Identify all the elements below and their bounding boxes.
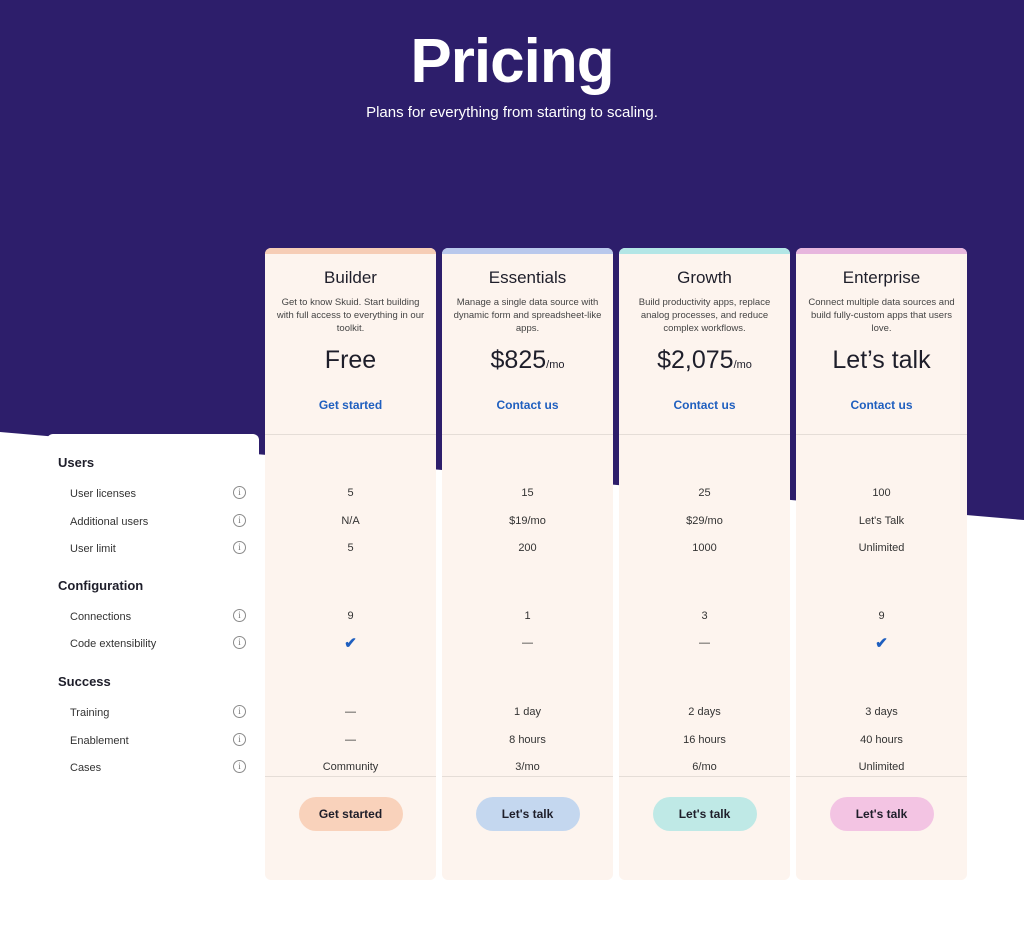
cta-link[interactable]: Contact us bbox=[673, 398, 736, 412]
row-label: Enablement bbox=[70, 735, 129, 747]
feature-value: $29/mo bbox=[686, 515, 723, 527]
plan-button[interactable]: Get started bbox=[298, 797, 403, 831]
feature-value: 15 bbox=[521, 487, 534, 499]
feature-value: 1 day bbox=[514, 706, 541, 718]
row-label: Training bbox=[70, 707, 110, 719]
card-divider bbox=[619, 776, 790, 777]
page-title: Pricing bbox=[410, 27, 614, 96]
feature-value: 3/mo bbox=[515, 761, 540, 773]
feature-value: — bbox=[345, 706, 356, 718]
feature-value: Community bbox=[322, 761, 379, 773]
card-divider bbox=[265, 434, 436, 435]
plan-button[interactable]: Let's talk bbox=[829, 797, 934, 831]
info-icon[interactable]: i bbox=[233, 733, 246, 746]
card-accent-strip bbox=[442, 248, 613, 254]
feature-value: — bbox=[522, 637, 533, 649]
cta-link[interactable]: Contact us bbox=[850, 398, 913, 412]
feature-value: 16 hours bbox=[683, 734, 726, 746]
plan-description: Connect multiple data sources and build … bbox=[808, 297, 955, 334]
price-unit: /mo bbox=[546, 359, 565, 371]
info-icon[interactable]: i bbox=[233, 705, 246, 718]
plan-name: Growth bbox=[677, 268, 732, 287]
card-divider bbox=[442, 434, 613, 435]
plan-description: Manage a single data source with dynamic… bbox=[453, 297, 602, 334]
plan-button[interactable]: Let's talk bbox=[652, 797, 757, 831]
section-title-configuration: Configuration bbox=[58, 578, 144, 593]
feature-value: 1 bbox=[524, 610, 531, 622]
feature-value: 8 hours bbox=[509, 734, 546, 746]
feature-value: $19/mo bbox=[509, 515, 546, 527]
feature-value: 9 bbox=[347, 610, 354, 622]
row-label: Connections bbox=[70, 611, 132, 623]
feature-value: 5 bbox=[347, 542, 354, 554]
feature-labels-panel: Users User licenses i Additional users i User… bbox=[47, 434, 259, 804]
row-label: Cases bbox=[70, 762, 102, 774]
info-icon[interactable]: i bbox=[233, 486, 246, 499]
feature-value: N/A bbox=[341, 515, 360, 527]
row-label: User limit bbox=[70, 543, 116, 555]
feature-value: 9 bbox=[878, 610, 885, 622]
plan-card-growth: Growth Build productivity apps, replace a… bbox=[619, 248, 790, 880]
card-divider bbox=[796, 776, 967, 777]
card-divider bbox=[265, 776, 436, 777]
feature-value: — bbox=[345, 734, 356, 746]
page-subtitle: Plans for everything from starting to sc… bbox=[366, 104, 658, 121]
plan-name: Enterprise bbox=[842, 268, 921, 287]
feature-value: 200 bbox=[518, 542, 537, 554]
info-icon[interactable]: i bbox=[233, 636, 246, 649]
feature-value: Let's Talk bbox=[858, 515, 905, 527]
info-icon[interactable]: i bbox=[233, 609, 246, 622]
card-accent-strip bbox=[796, 248, 967, 254]
feature-value: Unlimited bbox=[858, 761, 905, 773]
feature-value: 5 bbox=[347, 487, 354, 499]
card-divider bbox=[442, 776, 613, 777]
cta-link[interactable]: Contact us bbox=[496, 398, 559, 412]
plan-card-essentials: Essentials Manage a single data source wi… bbox=[442, 248, 613, 880]
feature-value: 1000 bbox=[692, 542, 717, 554]
row-label: Code extensibility bbox=[70, 638, 157, 650]
plan-button[interactable]: Let's talk bbox=[475, 797, 580, 831]
row-label: Additional users bbox=[70, 516, 149, 528]
feature-value: 3 bbox=[701, 610, 708, 622]
feature-value: Unlimited bbox=[858, 542, 905, 554]
feature-value: 100 bbox=[872, 487, 891, 499]
card-accent-strip bbox=[265, 248, 436, 254]
card-divider bbox=[619, 434, 790, 435]
checkmark-icon: ✔ bbox=[344, 635, 357, 652]
plan-description: Get to know Skuid. Start building with f… bbox=[276, 297, 425, 334]
info-icon[interactable]: i bbox=[233, 760, 246, 773]
feature-value: 6/mo bbox=[692, 761, 717, 773]
plan-card-builder: Builder Get to know Skuid. Start building… bbox=[265, 248, 436, 880]
checkmark-icon: ✔ bbox=[875, 635, 888, 652]
card-divider bbox=[796, 434, 967, 435]
section-title-users: Users bbox=[58, 455, 95, 470]
plan-description: Build productivity apps, replace analog … bbox=[638, 297, 771, 334]
plan-card-enterprise: Enterprise Connect multiple data sources … bbox=[796, 248, 967, 880]
feature-value: — bbox=[699, 637, 710, 649]
feature-value: 40 hours bbox=[860, 734, 903, 746]
section-title-success: Success bbox=[58, 674, 111, 689]
plan-price: $825/mo bbox=[442, 346, 613, 375]
plan-price: $2,075/mo bbox=[619, 346, 790, 375]
info-icon[interactable]: i bbox=[233, 541, 246, 554]
plan-price: Free bbox=[265, 346, 436, 375]
price-amount: Free bbox=[324, 346, 377, 374]
row-label: User licenses bbox=[70, 488, 137, 500]
plan-name: Builder bbox=[324, 268, 377, 287]
cta-link[interactable]: Get started bbox=[318, 398, 383, 412]
info-icon[interactable]: i bbox=[233, 514, 246, 527]
feature-value: 2 days bbox=[688, 706, 721, 718]
card-accent-strip bbox=[619, 248, 790, 254]
feature-value: 25 bbox=[698, 487, 711, 499]
feature-value: 3 days bbox=[865, 706, 898, 718]
price-unit: /mo bbox=[733, 359, 752, 371]
price-amount: $825 bbox=[490, 346, 547, 374]
plan-price: Let’s talk bbox=[796, 346, 967, 375]
price-amount: Let’s talk bbox=[832, 346, 931, 374]
price-amount: $2,075 bbox=[657, 346, 734, 374]
plan-name: Essentials bbox=[488, 268, 567, 287]
